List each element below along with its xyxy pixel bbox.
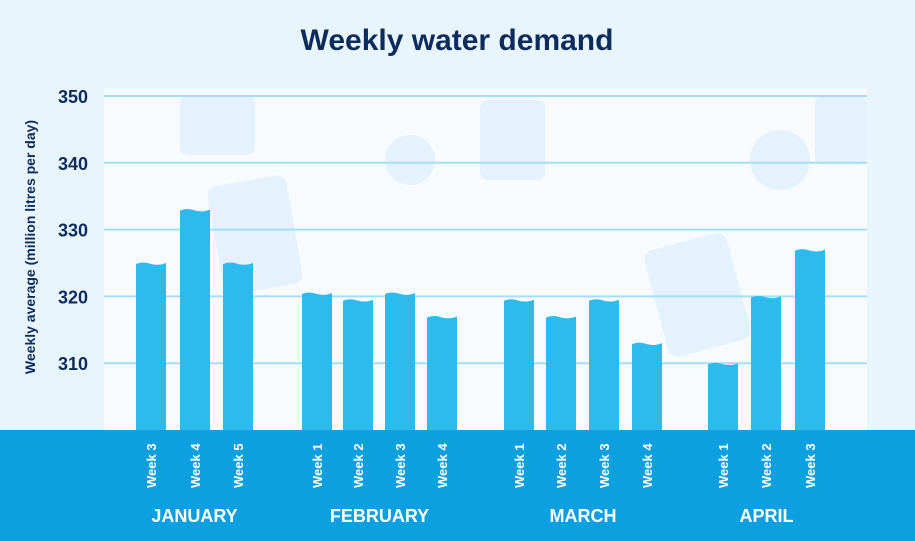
y-tick-label: 340 bbox=[58, 154, 88, 174]
x-tick-label: Week 3 bbox=[144, 443, 159, 488]
y-tick-label: 310 bbox=[58, 354, 88, 374]
bar bbox=[136, 262, 166, 430]
bar bbox=[751, 295, 781, 430]
y-tick-label: 350 bbox=[58, 87, 88, 107]
x-tick-label: Week 4 bbox=[640, 443, 655, 488]
x-tick-label: Week 2 bbox=[759, 443, 774, 488]
x-tick-label: Week 5 bbox=[231, 443, 246, 488]
bar bbox=[343, 299, 373, 430]
bar bbox=[632, 342, 662, 430]
bar bbox=[223, 262, 253, 430]
y-tick-label: 320 bbox=[58, 287, 88, 307]
bar bbox=[504, 299, 534, 430]
x-axis-band bbox=[0, 430, 915, 541]
x-tick-label: Week 2 bbox=[351, 443, 366, 488]
bar bbox=[302, 292, 332, 430]
bar bbox=[795, 249, 825, 430]
bar bbox=[180, 209, 210, 430]
bar bbox=[708, 362, 738, 430]
x-tick-label: Week 4 bbox=[435, 443, 450, 488]
x-tick-label: Week 1 bbox=[512, 443, 527, 488]
x-tick-label: Week 4 bbox=[188, 443, 203, 488]
bar bbox=[546, 315, 576, 430]
month-label: MARCH bbox=[550, 506, 617, 526]
month-label: JANUARY bbox=[151, 506, 237, 526]
bar bbox=[427, 315, 457, 430]
x-tick-label: Week 3 bbox=[803, 443, 818, 488]
bar bbox=[385, 292, 415, 430]
x-tick-label: Week 1 bbox=[310, 443, 325, 488]
x-tick-label: Week 1 bbox=[716, 443, 731, 488]
chart-title: Weekly water demand bbox=[301, 24, 614, 57]
bar bbox=[589, 299, 619, 430]
month-label: FEBRUARY bbox=[330, 506, 429, 526]
x-tick-label: Week 3 bbox=[393, 443, 408, 488]
y-tick-label: 330 bbox=[58, 221, 88, 241]
x-tick-label: Week 3 bbox=[597, 443, 612, 488]
x-tick-label: Week 2 bbox=[554, 443, 569, 488]
y-axis-label: Weekly average (million litres per day) bbox=[22, 120, 38, 374]
background-decoration bbox=[180, 95, 867, 357]
month-label: APRIL bbox=[740, 506, 794, 526]
